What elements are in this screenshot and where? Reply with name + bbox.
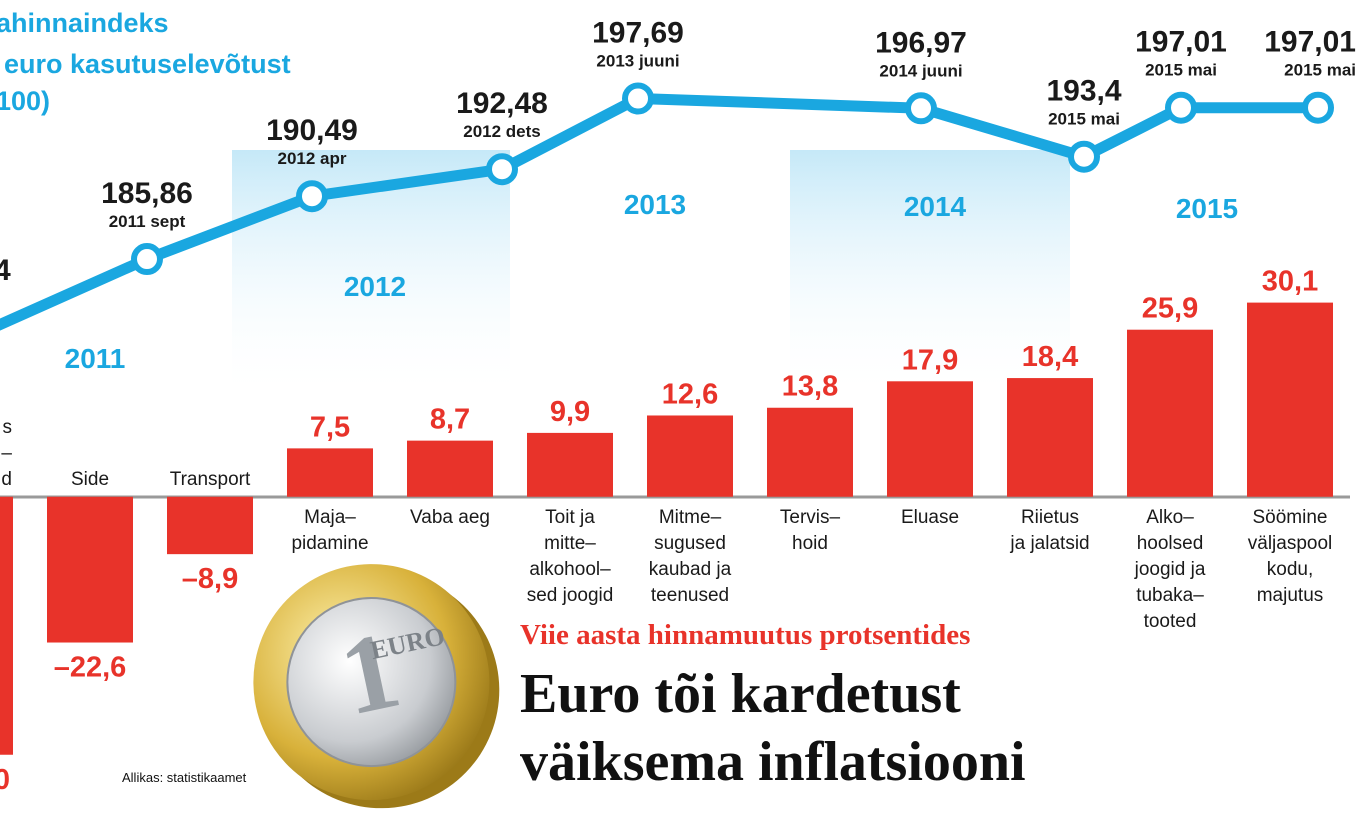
bar xyxy=(287,448,373,497)
category-label: Vaba aeg xyxy=(410,507,490,528)
year-label: 2013 xyxy=(624,189,686,220)
category-label: joogid ja xyxy=(1134,559,1206,580)
year-band xyxy=(790,150,1070,400)
category-label: kodu, xyxy=(1267,559,1313,580)
line-lead xyxy=(0,253,153,331)
value-label: 12,6 xyxy=(662,378,718,410)
point xyxy=(1302,91,1334,124)
line-title: euro kasutuselevõtust xyxy=(4,49,291,79)
bar xyxy=(767,407,853,497)
category-label: pidamine xyxy=(291,533,368,554)
source: Allikas: statistikaamet xyxy=(122,770,247,785)
category-label: tooted xyxy=(1144,611,1197,632)
category-label: ja jalatsid xyxy=(1009,533,1089,554)
value-label: 25,9 xyxy=(1142,293,1198,325)
date-label: 2011 sept xyxy=(109,212,186,231)
category-label: Söömine xyxy=(1253,507,1328,528)
category-label: Transport xyxy=(170,469,251,490)
value-label: 9,9 xyxy=(550,396,590,428)
value-label: 7,5 xyxy=(310,411,350,443)
date-label: 2015 mai xyxy=(1284,61,1356,80)
year-bands: 2011 2012 2013 2014 2015 xyxy=(65,150,1238,400)
category-label: Maja– xyxy=(304,507,356,528)
bar xyxy=(167,496,253,555)
value-label: 197,69 xyxy=(592,16,684,49)
category-label: Riietus xyxy=(1021,507,1079,528)
line xyxy=(145,92,1318,265)
category-label: Toit ja xyxy=(545,507,595,528)
bar xyxy=(1007,378,1093,497)
point xyxy=(486,153,518,186)
category-label: sugused xyxy=(654,533,726,554)
category-label: Side xyxy=(71,469,109,490)
point xyxy=(622,82,654,115)
value-label: 196,97 xyxy=(875,26,967,59)
point xyxy=(131,243,163,276)
category-label: alkohool– xyxy=(529,559,611,580)
value-label: 185,86 xyxy=(101,177,193,210)
line-title: 100) xyxy=(0,86,50,116)
line-annotation: 4 xyxy=(0,254,11,287)
value-label: 190,49 xyxy=(266,114,358,147)
bar xyxy=(647,415,733,497)
point xyxy=(296,180,328,213)
bar xyxy=(887,381,973,497)
value-label: –8,9 xyxy=(182,563,238,595)
bar xyxy=(47,496,133,643)
point xyxy=(1165,91,1197,124)
category-label: d xyxy=(1,469,12,490)
value-label: 0 xyxy=(0,764,10,796)
value-label: 197,01 xyxy=(1135,26,1227,59)
category-label: Alko– xyxy=(1146,507,1194,528)
category-label: Mitme– xyxy=(659,507,722,528)
value-label: 8,7 xyxy=(430,404,470,436)
bar xyxy=(407,440,493,497)
line-chart: 185,86 2011 sept 190,49 2012 apr 192,48 2012 … xyxy=(0,16,1356,331)
date-label: 2012 dets xyxy=(463,122,541,141)
date-label: 2015 mai xyxy=(1145,61,1217,80)
category-label: tubaka– xyxy=(1136,585,1204,606)
point xyxy=(1068,140,1100,173)
date-label: 2015 mai xyxy=(1048,110,1120,129)
category-label: mitte– xyxy=(544,533,596,554)
category-label: teenused xyxy=(651,585,729,606)
value-label: 192,48 xyxy=(456,87,548,120)
point xyxy=(905,92,937,125)
year-label: 2014 xyxy=(904,191,967,222)
category-label: majutus xyxy=(1257,585,1324,606)
value-label: 17,9 xyxy=(902,344,958,376)
date-label: 2012 apr xyxy=(278,149,347,168)
line-title: ahinnaindeks xyxy=(0,8,169,38)
category-label: sed joogid xyxy=(527,585,614,606)
category-label: Eluase xyxy=(901,507,959,528)
category-label: kaubad ja xyxy=(649,559,732,580)
bar xyxy=(0,496,13,755)
value-label: 197,01 xyxy=(1264,26,1356,59)
title-line: Euro tõi kardetust xyxy=(520,663,961,725)
value-label: 18,4 xyxy=(1022,341,1078,373)
year-label: 2012 xyxy=(344,271,406,302)
date-label: 2013 juuni xyxy=(596,51,679,70)
category-label: Tervis– xyxy=(780,507,841,528)
euro-coin: 1 EURO xyxy=(253,564,500,809)
category-label: – xyxy=(1,443,12,464)
title-line: väiksema inflatsiooni xyxy=(520,731,1026,793)
subtitle: Viie aasta hinnamuutus protsentides xyxy=(520,619,970,651)
value-label: 193,4 xyxy=(1046,75,1121,108)
bar xyxy=(1127,329,1213,497)
value-label: 13,8 xyxy=(782,371,838,403)
category-label: s xyxy=(3,417,13,438)
bar xyxy=(527,432,613,497)
year-label: 2011 xyxy=(65,343,126,374)
date-label: 2014 juuni xyxy=(879,61,962,80)
category-label: hoolsed xyxy=(1137,533,1204,554)
value-label: 30,1 xyxy=(1262,266,1318,298)
year-label: 2015 xyxy=(1176,193,1238,224)
category-label: väljaspool xyxy=(1248,533,1333,554)
value-label: –22,6 xyxy=(54,652,127,684)
bar xyxy=(1247,302,1333,497)
category-label: hoid xyxy=(792,533,828,554)
bar-chart: 0 s – d –22,6 Side –8,9 Transport 7,5 Maja– pidami… xyxy=(0,266,1333,796)
